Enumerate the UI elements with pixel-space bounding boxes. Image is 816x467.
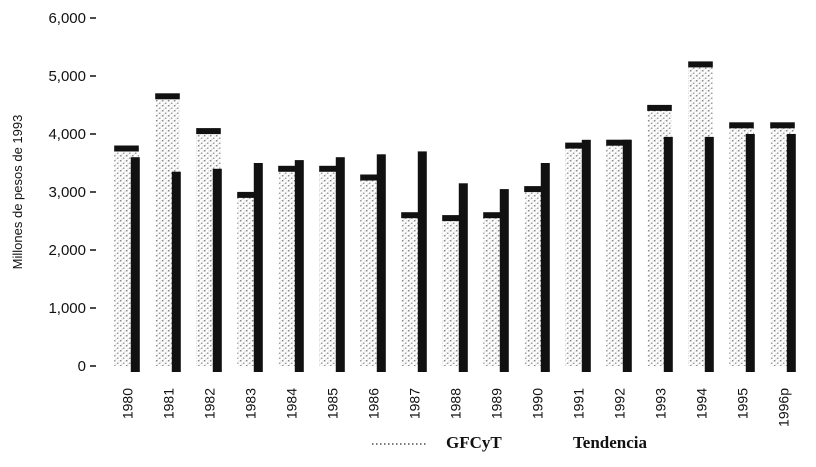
x-tick-label: 1984 bbox=[284, 388, 300, 419]
bars-layer bbox=[114, 61, 796, 372]
x-tick-label: 1994 bbox=[694, 388, 710, 419]
y-tick-label: 5,000 bbox=[48, 68, 86, 85]
bar-gfcyt-cap bbox=[401, 212, 426, 219]
bar-tendencia bbox=[704, 136, 714, 372]
bar-tendencia bbox=[417, 151, 427, 372]
bar-tendencia bbox=[540, 163, 550, 372]
x-tick-label: 1988 bbox=[448, 388, 464, 419]
bar-tendencia bbox=[335, 157, 345, 372]
bar-gfcyt-cap bbox=[319, 165, 344, 172]
y-axis: 0 1,000 2,000 3,000 4,000 5,000 6,000 bbox=[48, 10, 96, 375]
bar-gfcyt-cap bbox=[524, 186, 549, 193]
bar-gfcyt-cap bbox=[360, 174, 385, 181]
y-tick-label: 2,000 bbox=[48, 242, 86, 259]
bar-tendencia bbox=[171, 171, 181, 372]
bar-gfcyt-cap bbox=[647, 104, 672, 111]
x-tick-label: 1996p bbox=[776, 388, 792, 427]
y-tick-label: 3,000 bbox=[48, 184, 86, 201]
legend-label-tendencia: Tendencia bbox=[573, 433, 648, 452]
bar-gfcyt-cap bbox=[237, 191, 262, 198]
bar-tendencia bbox=[458, 183, 468, 372]
x-axis-labels: 1980 1981 1982 1983 1984 1985 1986 1987 1988 1989… bbox=[120, 388, 792, 427]
y-tick-label: 0 bbox=[78, 358, 86, 375]
legend-label-gfcyt: GFCyT bbox=[446, 433, 502, 452]
x-tick-label: 1987 bbox=[407, 388, 423, 419]
y-tick-label: 4,000 bbox=[48, 126, 86, 143]
bar-gfcyt-cap bbox=[196, 128, 221, 135]
bar-gfcyt-cap bbox=[606, 139, 631, 146]
legend: GFCyT Tendencia bbox=[372, 433, 648, 452]
bar-tendencia bbox=[376, 154, 386, 372]
bar-gfcyt-cap bbox=[770, 122, 795, 129]
bar-gfcyt-cap bbox=[565, 142, 590, 149]
bar-gfcyt-cap bbox=[688, 61, 713, 68]
x-tick-label: 1982 bbox=[202, 388, 218, 419]
bar-gfcyt-cap bbox=[278, 165, 303, 172]
x-tick-label: 1991 bbox=[571, 388, 587, 419]
bar-tendencia bbox=[745, 134, 755, 372]
y-tick-label: 1,000 bbox=[48, 300, 86, 317]
bar-tendencia bbox=[663, 136, 673, 372]
bar-tendencia bbox=[253, 163, 263, 372]
bar-tendencia bbox=[581, 139, 591, 372]
x-tick-label: 1990 bbox=[530, 388, 546, 419]
x-tick-label: 1986 bbox=[366, 388, 382, 419]
x-tick-label: 1983 bbox=[243, 388, 259, 419]
x-tick-label: 1981 bbox=[161, 388, 177, 419]
y-tick-label: 6,000 bbox=[48, 10, 86, 27]
bar-tendencia bbox=[130, 157, 140, 372]
bar-gfcyt-cap bbox=[155, 93, 180, 100]
x-tick-label: 1985 bbox=[325, 388, 341, 419]
x-tick-label: 1995 bbox=[735, 388, 751, 419]
bar-tendencia bbox=[786, 134, 796, 372]
bar-tendencia bbox=[294, 160, 304, 372]
y-axis-title: Millones de pesos de 1993 bbox=[10, 115, 25, 270]
bar-tendencia bbox=[499, 189, 509, 372]
x-tick-label: 1992 bbox=[612, 388, 628, 419]
x-tick-label: 1993 bbox=[653, 388, 669, 419]
x-tick-label: 1989 bbox=[489, 388, 505, 419]
bar-gfcyt-cap bbox=[483, 212, 508, 219]
bar-gfcyt-cap bbox=[729, 122, 754, 129]
x-tick-label: 1980 bbox=[120, 388, 136, 419]
bar-gfcyt-cap bbox=[114, 145, 139, 152]
bar-tendencia bbox=[212, 168, 222, 372]
bar-tendencia bbox=[622, 139, 632, 372]
bar-gfcyt-cap bbox=[442, 215, 467, 222]
